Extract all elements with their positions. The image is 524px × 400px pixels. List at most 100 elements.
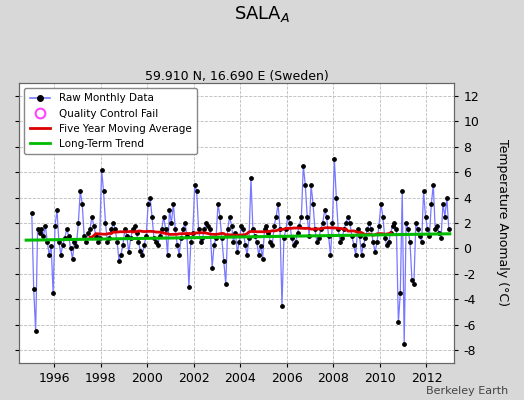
Point — [367, 226, 375, 232]
Point — [72, 243, 81, 249]
Point — [371, 249, 379, 256]
Point — [177, 235, 185, 242]
Point — [57, 252, 65, 258]
Y-axis label: Temperature Anomaly (°C): Temperature Anomaly (°C) — [496, 140, 509, 306]
Point — [41, 222, 50, 229]
Point — [179, 226, 187, 232]
Point — [297, 214, 305, 220]
Point — [142, 232, 150, 239]
Point — [133, 230, 141, 236]
Point — [107, 226, 115, 232]
Point — [305, 232, 313, 239]
Point — [392, 226, 401, 232]
Point — [169, 201, 178, 207]
Point — [93, 239, 102, 245]
Point — [37, 226, 46, 232]
Point — [90, 222, 98, 229]
Point — [158, 226, 166, 232]
Point — [167, 220, 176, 226]
Point — [70, 239, 79, 245]
Point — [88, 214, 96, 220]
Point — [283, 214, 292, 220]
Point — [444, 226, 453, 232]
Point — [146, 194, 154, 201]
Point — [29, 286, 38, 292]
Point — [113, 239, 121, 245]
Point — [84, 230, 92, 236]
Point — [233, 249, 242, 256]
Point — [235, 239, 244, 245]
Point — [95, 235, 104, 242]
Point — [439, 201, 447, 207]
Point — [319, 220, 327, 226]
Point — [217, 235, 226, 242]
Title: 59.910 N, 16.690 E (Sweden): 59.910 N, 16.690 E (Sweden) — [145, 70, 329, 83]
Point — [419, 188, 428, 194]
Point — [301, 182, 310, 188]
Point — [237, 222, 245, 229]
Point — [156, 232, 164, 239]
Point — [408, 277, 416, 284]
Point — [352, 252, 360, 258]
Point — [272, 214, 280, 220]
Point — [183, 232, 191, 239]
Point — [253, 239, 261, 245]
Point — [359, 242, 368, 248]
Point — [276, 226, 284, 232]
Point — [125, 249, 133, 256]
Point — [204, 222, 212, 229]
Point — [210, 242, 219, 248]
Point — [369, 239, 377, 245]
Point — [61, 235, 69, 242]
Point — [128, 226, 137, 232]
Point — [361, 235, 369, 242]
Point — [247, 175, 255, 182]
Point — [274, 201, 282, 207]
Point — [80, 232, 89, 239]
Point — [427, 201, 435, 207]
Point — [346, 220, 354, 226]
Point — [385, 239, 393, 245]
Point — [268, 242, 277, 248]
Point — [49, 290, 57, 296]
Point — [109, 220, 117, 226]
Point — [152, 239, 160, 245]
Point — [189, 230, 197, 236]
Point — [154, 242, 162, 248]
Point — [64, 232, 73, 239]
Point — [328, 220, 336, 226]
Point — [123, 232, 131, 239]
Point — [92, 232, 100, 239]
Point — [332, 194, 341, 201]
Point — [76, 188, 84, 194]
Point — [130, 222, 139, 229]
Point — [266, 239, 275, 245]
Point — [225, 214, 234, 220]
Point — [206, 226, 214, 232]
Point — [198, 235, 206, 242]
Point — [350, 242, 358, 248]
Point — [380, 235, 389, 242]
Point — [295, 222, 303, 229]
Point — [288, 235, 296, 242]
Point — [437, 235, 445, 242]
Point — [406, 239, 414, 245]
Point — [433, 222, 441, 229]
Point — [355, 232, 364, 239]
Point — [136, 248, 145, 254]
Point — [220, 258, 228, 264]
Point — [388, 222, 397, 229]
Point — [425, 232, 433, 239]
Legend: Raw Monthly Data, Quality Control Fail, Five Year Moving Average, Long-Term Tren: Raw Monthly Data, Quality Control Fail, … — [25, 88, 196, 154]
Point — [121, 226, 129, 232]
Point — [400, 341, 408, 347]
Point — [299, 162, 308, 169]
Point — [441, 214, 449, 220]
Point — [105, 235, 114, 242]
Point — [410, 281, 418, 287]
Point — [314, 235, 323, 242]
Point — [231, 230, 239, 236]
Point — [431, 226, 440, 232]
Point — [115, 258, 123, 264]
Point — [214, 201, 222, 207]
